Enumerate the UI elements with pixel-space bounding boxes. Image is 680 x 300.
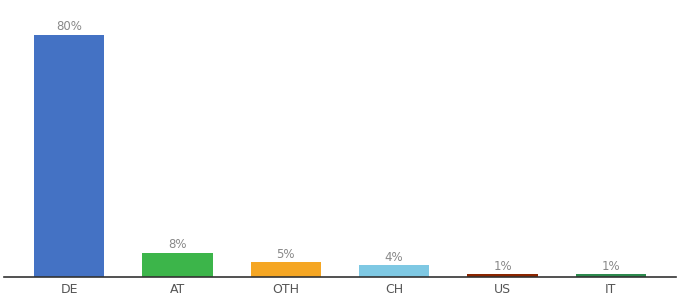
Text: 80%: 80% bbox=[56, 20, 82, 33]
Bar bbox=[359, 265, 429, 277]
Text: 4%: 4% bbox=[385, 250, 403, 264]
Text: 5%: 5% bbox=[277, 248, 295, 261]
Bar bbox=[34, 34, 104, 277]
Bar bbox=[576, 274, 646, 277]
Bar bbox=[251, 262, 321, 277]
Text: 1%: 1% bbox=[602, 260, 620, 273]
Text: 1%: 1% bbox=[493, 260, 512, 273]
Bar bbox=[142, 253, 213, 277]
Bar bbox=[467, 274, 538, 277]
Text: 8%: 8% bbox=[168, 238, 187, 251]
